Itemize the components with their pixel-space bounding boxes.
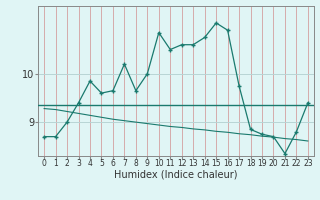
X-axis label: Humidex (Indice chaleur): Humidex (Indice chaleur) xyxy=(114,170,238,180)
